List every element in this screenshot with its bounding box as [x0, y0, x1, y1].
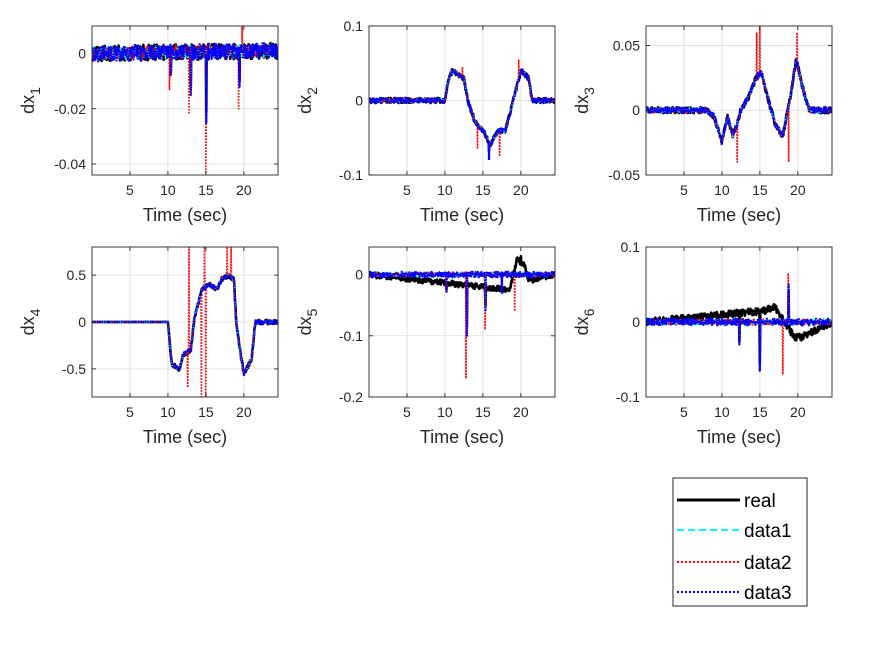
series-line-real — [369, 254, 555, 328]
series-lines — [92, 247, 278, 397]
x-tick-label: 5 — [403, 404, 411, 420]
series-line-data3 — [369, 270, 555, 337]
series-lines — [92, 26, 278, 173]
subplot-1: 5 10 15 20 -0.04 -0.02 0 Time (sec) dx1 — [18, 25, 279, 225]
x-axis-label: Time (sec) — [420, 427, 504, 447]
x-tick-label: 15 — [752, 404, 768, 420]
axes-box — [91, 25, 279, 176]
x-tick-label: 15 — [198, 404, 214, 420]
y-axis-label: dx3 — [572, 87, 597, 114]
x-tick-label: 15 — [752, 182, 768, 198]
y-tick-label: 0 — [78, 314, 86, 330]
y-tick-label: 0.1 — [344, 18, 364, 34]
x-tick-label: 5 — [680, 404, 688, 420]
x-axis-label: Time (sec) — [697, 205, 781, 225]
y-axis-label: dx1 — [18, 87, 43, 114]
x-tick-label: 20 — [790, 404, 806, 420]
y-tick-label: -0.1 — [339, 328, 363, 344]
x-tick-label: 15 — [475, 404, 491, 420]
y-tick-label: 0 — [355, 267, 363, 283]
x-tick-label: 5 — [680, 182, 688, 198]
x-tick-label: 20 — [236, 404, 252, 420]
y-axis-label: dx6 — [572, 308, 597, 335]
plot-area — [369, 247, 555, 397]
x-axis-label: Time (sec) — [143, 205, 227, 225]
subplot-4: 5 10 15 20 -0.5 0 0.5 Time (sec) dx4 — [18, 246, 279, 447]
series-line-data3 — [92, 42, 278, 124]
x-tick-label: 5 — [126, 404, 134, 420]
series-line-data3 — [646, 57, 832, 146]
y-tick-label: 0.5 — [67, 267, 87, 283]
subplot-3: 5 10 15 20 -0.05 0 0.05 Time (sec) dx3 — [572, 25, 833, 225]
x-tick-label: 10 — [714, 404, 730, 420]
legend-label-data2: data2 — [744, 553, 792, 574]
axes-box — [368, 246, 556, 398]
plot-area — [646, 26, 832, 175]
x-tick-label: 10 — [160, 404, 176, 420]
legend-label-data3: data3 — [744, 583, 792, 604]
y-tick-label: -0.05 — [608, 167, 640, 183]
x-tick-label: 10 — [437, 182, 453, 198]
y-tick-label: -0.1 — [339, 167, 363, 183]
y-tick-label: 0.1 — [621, 239, 641, 255]
y-tick-label: 0 — [355, 93, 363, 109]
series-lines — [646, 272, 832, 376]
x-axis-label: Time (sec) — [697, 427, 781, 447]
x-tick-label: 15 — [475, 182, 491, 198]
x-tick-label: 10 — [160, 182, 176, 198]
axes-box — [645, 25, 833, 176]
y-tick-label: -0.02 — [54, 101, 86, 117]
subplot-2: 5 10 15 20 -0.1 0 0.1 Time (sec) dx2 — [295, 18, 556, 225]
y-tick-label: -0.2 — [339, 389, 363, 405]
series-line-data3 — [369, 67, 555, 162]
y-tick-label: 0.05 — [613, 37, 640, 53]
y-tick-label: -0.1 — [616, 389, 640, 405]
x-tick-label: 10 — [437, 404, 453, 420]
subplot-5: 5 10 15 20 -0.2 -0.1 0 Time (sec) dx5 — [295, 246, 556, 447]
series-lines — [369, 254, 555, 380]
y-tick-label: -0.04 — [54, 156, 86, 172]
legend-label-data1: data1 — [744, 521, 792, 542]
x-tick-label: 5 — [403, 182, 411, 198]
y-axis-label: dx2 — [295, 87, 320, 114]
legend-label-real: real — [744, 491, 776, 512]
x-tick-label: 20 — [790, 182, 806, 198]
series-line-data3 — [92, 273, 278, 377]
x-tick-label: 20 — [513, 182, 529, 198]
y-axis-label: dx4 — [18, 308, 43, 335]
y-tick-label: 0 — [78, 46, 86, 62]
y-tick-label: 0 — [632, 102, 640, 118]
series-line-data2 — [369, 58, 555, 161]
x-tick-label: 20 — [513, 404, 529, 420]
x-tick-label: 10 — [714, 182, 730, 198]
y-tick-label: -0.5 — [62, 361, 86, 377]
y-axis-label: dx5 — [295, 308, 320, 335]
series-line-real — [646, 288, 832, 365]
series-lines — [646, 26, 832, 163]
x-tick-label: 15 — [198, 182, 214, 198]
x-tick-label: 5 — [126, 182, 134, 198]
series-line-data3 — [646, 283, 832, 372]
x-axis-label: Time (sec) — [143, 427, 227, 447]
x-tick-label: 20 — [236, 182, 252, 198]
legend: real data1 data2 data3 — [672, 477, 808, 607]
subplots: 5 10 15 20 -0.04 -0.02 0 Time (sec) dx1 5 10 15 20 -0… — [18, 18, 833, 447]
y-tick-label: 0 — [632, 314, 640, 330]
subplot-6: 5 10 15 20 -0.1 0 0.1 Time (sec) dx6 — [572, 239, 833, 447]
x-axis-label: Time (sec) — [420, 205, 504, 225]
series-lines — [369, 58, 555, 162]
